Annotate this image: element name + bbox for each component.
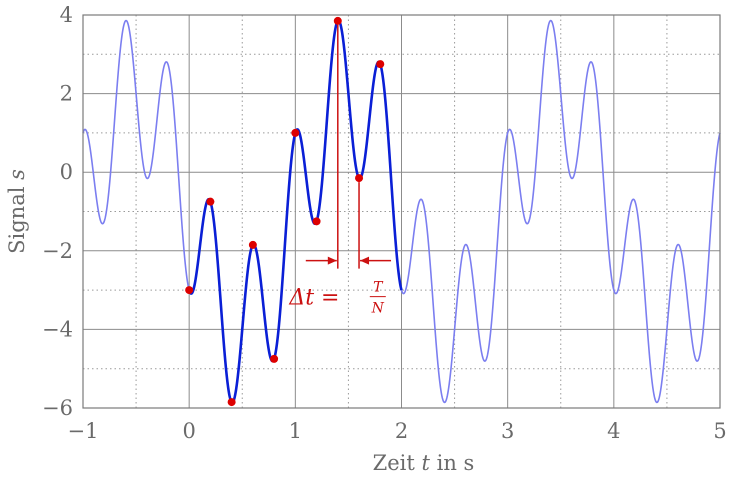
x-tick-label: 0: [182, 419, 195, 443]
delta-t-fraction-denominator: N: [371, 301, 385, 317]
sample-point: [355, 174, 364, 183]
y-tick-label: 2: [60, 82, 73, 106]
delta-t-fraction-numerator: T: [373, 280, 384, 296]
x-axis-label: Zeit t in s: [373, 451, 475, 475]
x-tick-label: 2: [395, 419, 408, 443]
y-tick-label: 0: [60, 160, 73, 184]
plot-frame: [82, 14, 721, 409]
y-tick-label: −2: [42, 239, 73, 263]
sample-point: [248, 240, 257, 249]
x-tick-label: 4: [607, 419, 620, 443]
delta-arrowhead-right: [360, 256, 370, 265]
x-tick-label: 5: [713, 419, 726, 443]
delta-arrowhead-left: [327, 256, 337, 265]
sample-point: [227, 398, 236, 407]
x-tick-label: −1: [68, 419, 99, 443]
y-tick-label: −6: [42, 396, 73, 420]
sample-point: [376, 60, 385, 69]
delta-t-annotation: Δt = TN: [288, 24, 392, 317]
delta-t-label: Δt =: [288, 286, 339, 311]
y-tick-label: −4: [42, 317, 73, 341]
sample-point: [312, 217, 321, 226]
sample-point: [291, 128, 300, 137]
x-tick-label: 1: [289, 419, 302, 443]
y-axis-label: Signal s: [5, 169, 29, 254]
sample-point: [333, 16, 342, 25]
samples-group: [185, 16, 385, 407]
grid: [82, 14, 721, 409]
plot-border: [82, 14, 721, 409]
sample-point: [206, 197, 215, 206]
sample-point: [270, 354, 279, 363]
tick-labels: −1 0 1 2 3 4 5 −6 −4 −2 0 2 4: [42, 3, 727, 443]
sample-point: [185, 286, 194, 295]
y-tick-label: 4: [60, 3, 73, 27]
x-tick-label: 3: [501, 419, 514, 443]
